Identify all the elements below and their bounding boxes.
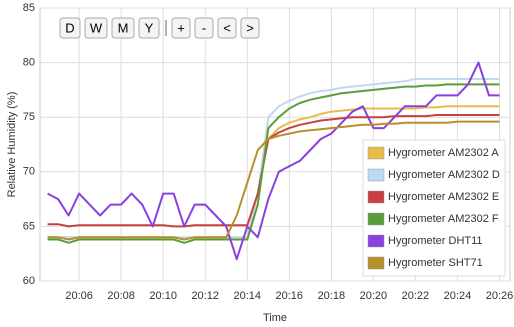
series-line (47, 83, 500, 244)
x-tick-label: 20:08 (107, 290, 135, 302)
legend-swatch (367, 256, 385, 270)
y-tick-label: 85 (23, 2, 35, 14)
button-label[interactable]: > (246, 20, 254, 35)
toolbar-button[interactable]: W (84, 17, 108, 39)
toolbar-button[interactable]: + (171, 17, 191, 39)
toolbar-button[interactable]: M (111, 17, 135, 39)
y-axis-label: Relative Humidity (%) (6, 92, 18, 198)
button-frame[interactable] (138, 17, 160, 39)
legend-swatch (367, 212, 385, 226)
button-frame[interactable] (111, 17, 135, 39)
legend-label: Hygrometer SHT71 (388, 257, 483, 269)
y-tick-label: 80 (23, 57, 35, 69)
legend-label: Hygrometer AM2302 A (388, 147, 499, 159)
series-line (47, 114, 500, 228)
legend-label: Hygrometer AM2302 E (388, 191, 499, 203)
x-tick-label: 20:10 (149, 290, 177, 302)
button-label[interactable]: M (118, 20, 129, 35)
button-label[interactable]: D (65, 20, 74, 35)
legend-swatch (367, 168, 385, 182)
legend-swatch (367, 146, 385, 160)
x-tick-label: 20:18 (318, 290, 346, 302)
toolbar-button[interactable]: > (240, 17, 260, 39)
button-label[interactable]: < (223, 20, 231, 35)
x-axis-label: Time (263, 312, 287, 324)
legend-label: Hygrometer AM2302 D (388, 169, 500, 181)
x-tick-label: 20:26 (486, 290, 514, 302)
button-label[interactable]: Y (145, 20, 154, 35)
series-line (47, 120, 500, 241)
button-frame[interactable] (84, 17, 108, 39)
x-tick-label: 20:24 (444, 290, 472, 302)
y-tick-label: 65 (23, 220, 35, 232)
x-tick-label: 20:20 (360, 290, 388, 302)
x-tick-label: 20:06 (65, 290, 93, 302)
toolbar-button[interactable]: Y (138, 17, 160, 39)
series-line (47, 61, 500, 261)
button-frame[interactable] (59, 17, 81, 39)
legend-label: Hygrometer AM2302 F (388, 213, 499, 225)
toolbar-button[interactable]: - (194, 17, 214, 39)
y-tick-label: 60 (23, 275, 35, 287)
button-label[interactable]: - (202, 20, 206, 35)
button-label[interactable]: + (177, 20, 185, 35)
button-label[interactable]: W (90, 20, 103, 35)
legend-swatch (367, 190, 385, 204)
x-tick-label: 20:12 (191, 290, 219, 302)
x-tick-label: 20:14 (233, 290, 261, 302)
y-tick-label: 70 (23, 166, 35, 178)
legend-label: Hygrometer DHT11 (388, 235, 483, 247)
toolbar-button[interactable]: D (59, 17, 81, 39)
y-tick-label: 75 (23, 111, 35, 123)
button-frame[interactable] (171, 17, 191, 39)
x-tick-label: 20:16 (276, 290, 304, 302)
toolbar-button[interactable]: < (217, 17, 237, 39)
button-frame[interactable] (217, 17, 237, 39)
legend-box (362, 139, 506, 277)
x-tick-label: 20:22 (402, 290, 430, 302)
button-frame[interactable] (240, 17, 260, 39)
button-frame[interactable] (194, 17, 214, 39)
legend-swatch (367, 234, 385, 248)
